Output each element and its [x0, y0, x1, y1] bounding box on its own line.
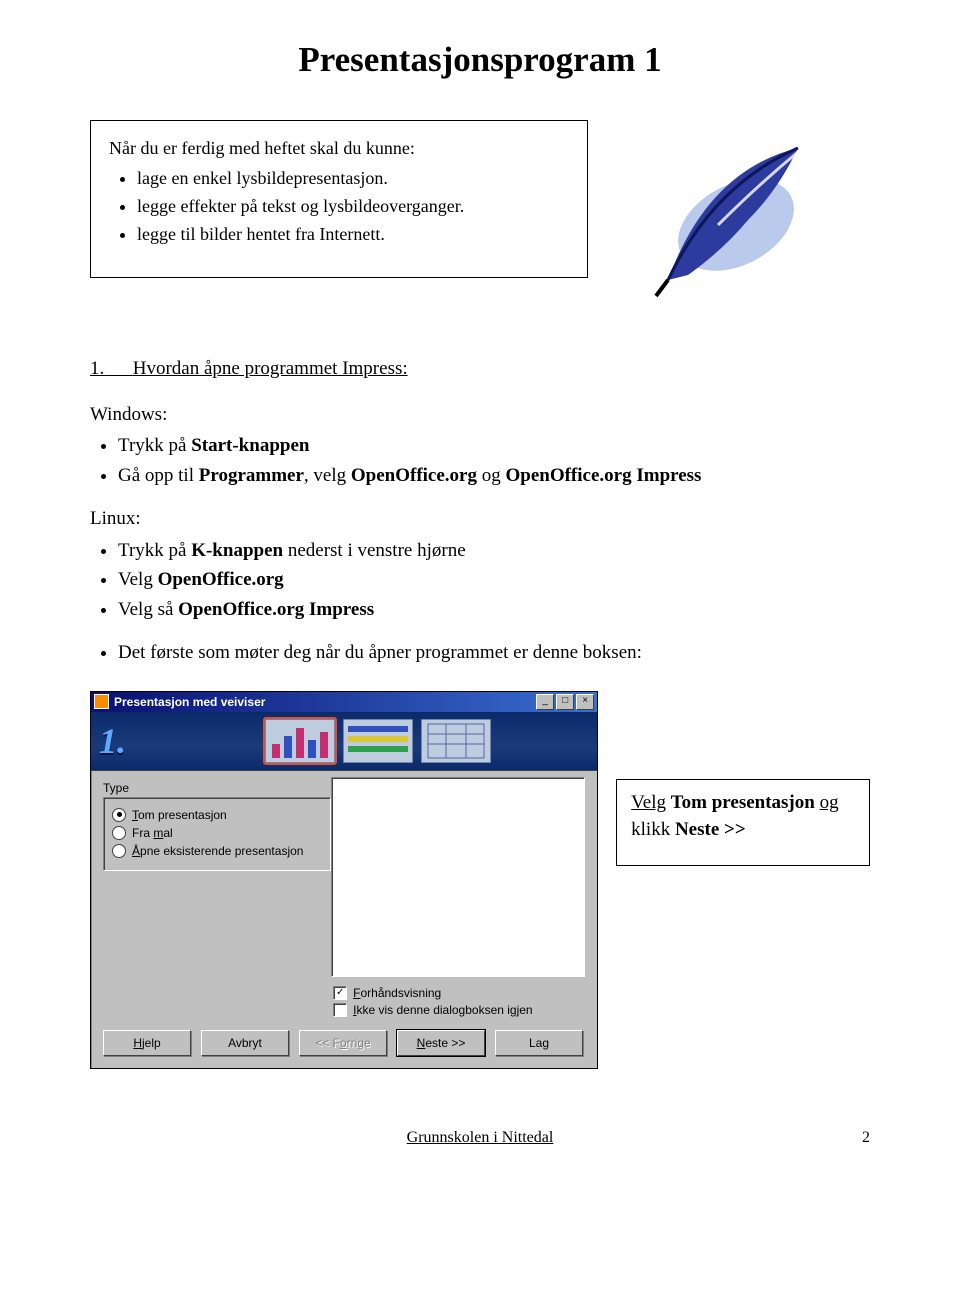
- list-item: Trykk på K-knappen nederst i venstre hjø…: [118, 537, 870, 565]
- page-number: 2: [862, 1129, 870, 1147]
- cancel-button[interactable]: Avbryt: [201, 1030, 289, 1056]
- radio-label: Fra mal: [132, 826, 173, 840]
- checkbox-forhandsvisning[interactable]: ✓ Forhåndsvisning: [333, 986, 585, 1000]
- template-thumb[interactable]: [421, 719, 491, 763]
- section-heading: 1. Hvordan åpne programmet Impress:: [90, 355, 870, 383]
- intro-box: Når du er ferdig med heftet skal du kunn…: [90, 120, 588, 278]
- help-button[interactable]: Hjelp: [103, 1030, 191, 1056]
- radio-tom-presentasjon[interactable]: Tom presentasjon: [112, 808, 322, 822]
- maximize-button[interactable]: □: [556, 694, 574, 710]
- intro-list: lage en enkel lysbildepresentasjon. legg…: [109, 165, 569, 247]
- radio-icon: [112, 826, 126, 840]
- checkbox-label: Forhåndsvisning: [353, 986, 441, 1000]
- step-number: 1.: [99, 720, 249, 762]
- callout-box: Velg Tom presentasjon og klikk Neste >>: [616, 779, 870, 866]
- preview-pane: [331, 777, 585, 977]
- back-button[interactable]: << Forrige: [299, 1030, 387, 1056]
- list-item: legge til bilder hentet fra Internett.: [137, 221, 569, 247]
- template-thumb[interactable]: [265, 719, 335, 763]
- footer: Grunnskolen i Nittedal 2: [90, 1129, 870, 1147]
- list-item: Velg OpenOffice.org: [118, 566, 870, 594]
- wizard-banner: 1.: [91, 712, 597, 771]
- feather-icon: [628, 130, 818, 305]
- radio-fra-mal[interactable]: Fra mal: [112, 826, 322, 840]
- linux-label: Linux:: [90, 505, 870, 533]
- minimize-button[interactable]: _: [536, 694, 554, 710]
- radio-label: Åpne eksisterende presentasjon: [132, 844, 303, 858]
- checkbox-label: Ikke vis denne dialogboksen igjen: [353, 1003, 532, 1017]
- window-title: Presentasjon med veiviser: [114, 695, 536, 709]
- checkbox-icon: ✓: [333, 986, 347, 1000]
- list-item: Trykk på Start-knappen: [118, 432, 870, 460]
- list-item: legge effekter på tekst og lysbildeoverg…: [137, 193, 569, 219]
- checkbox-ikke-vis[interactable]: Ikke vis denne dialogboksen igjen: [333, 1003, 585, 1017]
- windows-label: Windows:: [90, 401, 870, 429]
- titlebar[interactable]: Presentasjon med veiviser _ □ ×: [91, 692, 597, 712]
- list-item: Gå opp til Programmer, velg OpenOffice.o…: [118, 462, 870, 490]
- windows-steps: Trykk på Start-knappen Gå opp til Progra…: [90, 432, 870, 489]
- checkbox-icon: [333, 1003, 347, 1017]
- list-item: Det første som møter deg når du åpner pr…: [118, 639, 870, 667]
- list-item: lage en enkel lysbildepresentasjon.: [137, 165, 569, 191]
- template-thumb[interactable]: [343, 719, 413, 763]
- create-button[interactable]: Lag: [495, 1030, 583, 1056]
- footer-text: Grunnskolen i Nittedal: [407, 1129, 554, 1146]
- app-icon: [94, 694, 109, 709]
- wizard-dialog: Presentasjon med veiviser _ □ × 1.: [90, 691, 598, 1069]
- radio-label: Tom presentasjon: [132, 808, 227, 822]
- radio-icon: [112, 808, 126, 822]
- after-steps: Det første som møter deg når du åpner pr…: [90, 639, 870, 667]
- type-radiogroup: Tom presentasjon Fra mal Åpne eksisteren…: [103, 797, 331, 871]
- close-button[interactable]: ×: [576, 694, 594, 710]
- linux-steps: Trykk på K-knappen nederst i venstre hjø…: [90, 537, 870, 624]
- intro-lead: Når du er ferdig med heftet skal du kunn…: [109, 135, 569, 161]
- page-title: Presentasjonsprogram 1: [90, 40, 870, 80]
- radio-icon: [112, 844, 126, 858]
- radio-apne-eksisterende[interactable]: Åpne eksisterende presentasjon: [112, 844, 322, 858]
- next-button[interactable]: Neste >>: [397, 1030, 485, 1056]
- section-title: Hvordan åpne programmet Impress:: [133, 358, 408, 379]
- list-item: Velg så OpenOffice.org Impress: [118, 596, 870, 624]
- section-number: 1.: [90, 358, 104, 379]
